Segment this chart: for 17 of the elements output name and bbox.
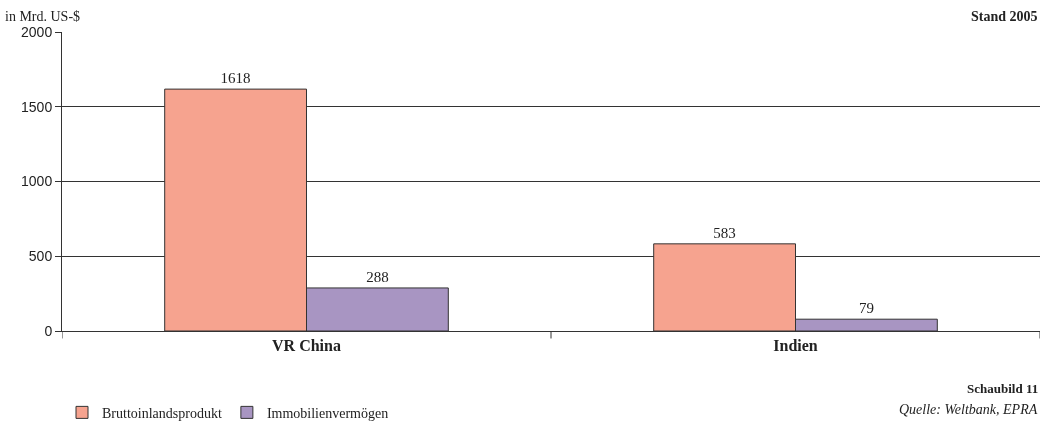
y-tick-label: 500 (28, 248, 53, 265)
x-tick-label: Indien (773, 337, 818, 355)
legend-label: Bruttoinlandsprodukt (102, 405, 222, 421)
data-label: 1618 (220, 70, 251, 87)
text: Schaubild 11 (967, 381, 1039, 396)
y-axis-title: in Mrd. US-$ (5, 9, 81, 24)
x-tick-label: VR China (272, 337, 341, 355)
y-tick-label: 1500 (21, 98, 53, 115)
data-label: 583 (713, 224, 736, 241)
data-label: 79 (858, 300, 874, 317)
data-label: 288 (366, 268, 389, 285)
y-tick-label: 2000 (21, 23, 53, 40)
y-tick-label: 1000 (21, 173, 53, 190)
y-tick-label: 0 (44, 322, 53, 339)
text: Stand 2005 (971, 9, 1038, 24)
legend-label: Immobilienvermögen (266, 405, 389, 421)
source-note: Quelle: Weltbank, EPRA (899, 402, 1038, 417)
